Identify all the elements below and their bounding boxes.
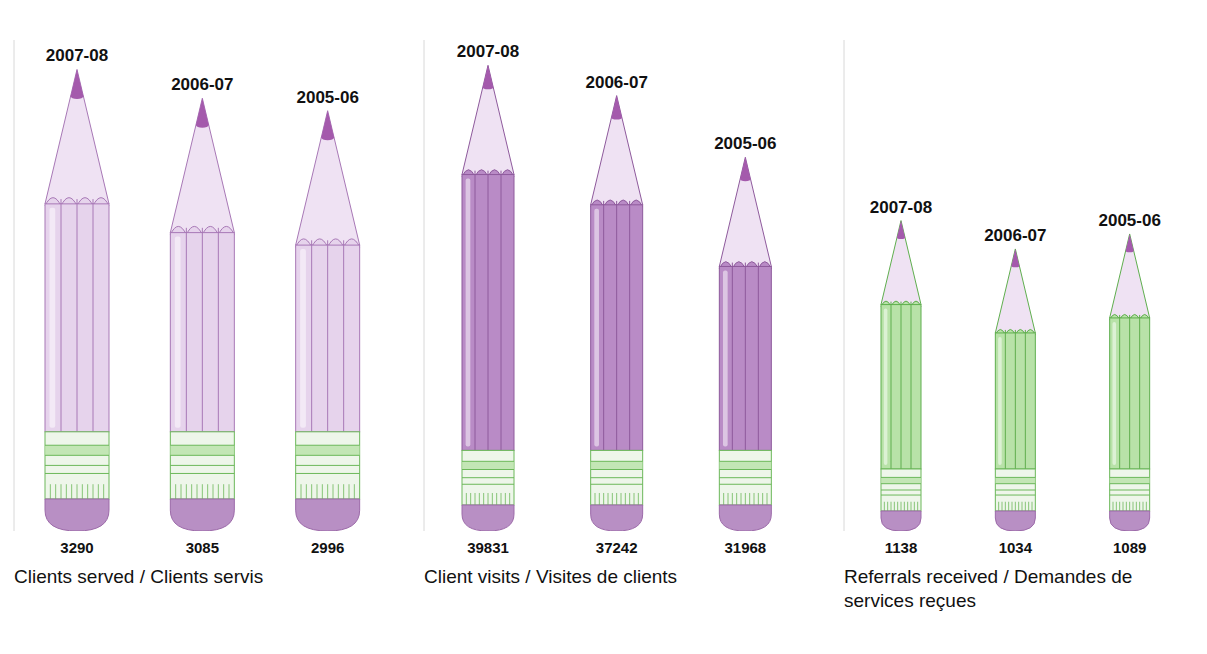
svg-text:2005-06: 2005-06 bbox=[1098, 211, 1160, 230]
html-text:Referrals received / Demandes: Referrals received / Demandes de service… bbox=[844, 566, 1133, 611]
svg-text:1034: 1034 bbox=[999, 539, 1033, 556]
svg-text:2007-08: 2007-08 bbox=[870, 198, 932, 217]
html-text:Clients served / Clients servi: Clients served / Clients servis bbox=[14, 566, 264, 587]
svg-text:2006-07: 2006-07 bbox=[171, 75, 233, 94]
html-text:Client visits / Visites de cli: Client visits / Visites de clients bbox=[424, 566, 678, 587]
svg-text:2006-07: 2006-07 bbox=[984, 226, 1046, 245]
svg-text:2007-08: 2007-08 bbox=[46, 46, 108, 65]
svg-text:3290: 3290 bbox=[60, 539, 93, 556]
svg-text:39831: 39831 bbox=[467, 539, 509, 556]
svg-text:1138: 1138 bbox=[885, 539, 918, 556]
svg-text:37242: 37242 bbox=[596, 539, 638, 556]
svg-text:2005-06: 2005-06 bbox=[714, 134, 776, 153]
svg-text:3085: 3085 bbox=[186, 539, 219, 556]
svg-text:31968: 31968 bbox=[724, 539, 766, 556]
svg-text:2007-08: 2007-08 bbox=[457, 42, 519, 61]
svg-text:2006-07: 2006-07 bbox=[585, 73, 647, 92]
svg-text:1089: 1089 bbox=[1113, 539, 1146, 556]
svg-text:2996: 2996 bbox=[311, 539, 344, 556]
svg-text:2005-06: 2005-06 bbox=[296, 88, 358, 107]
